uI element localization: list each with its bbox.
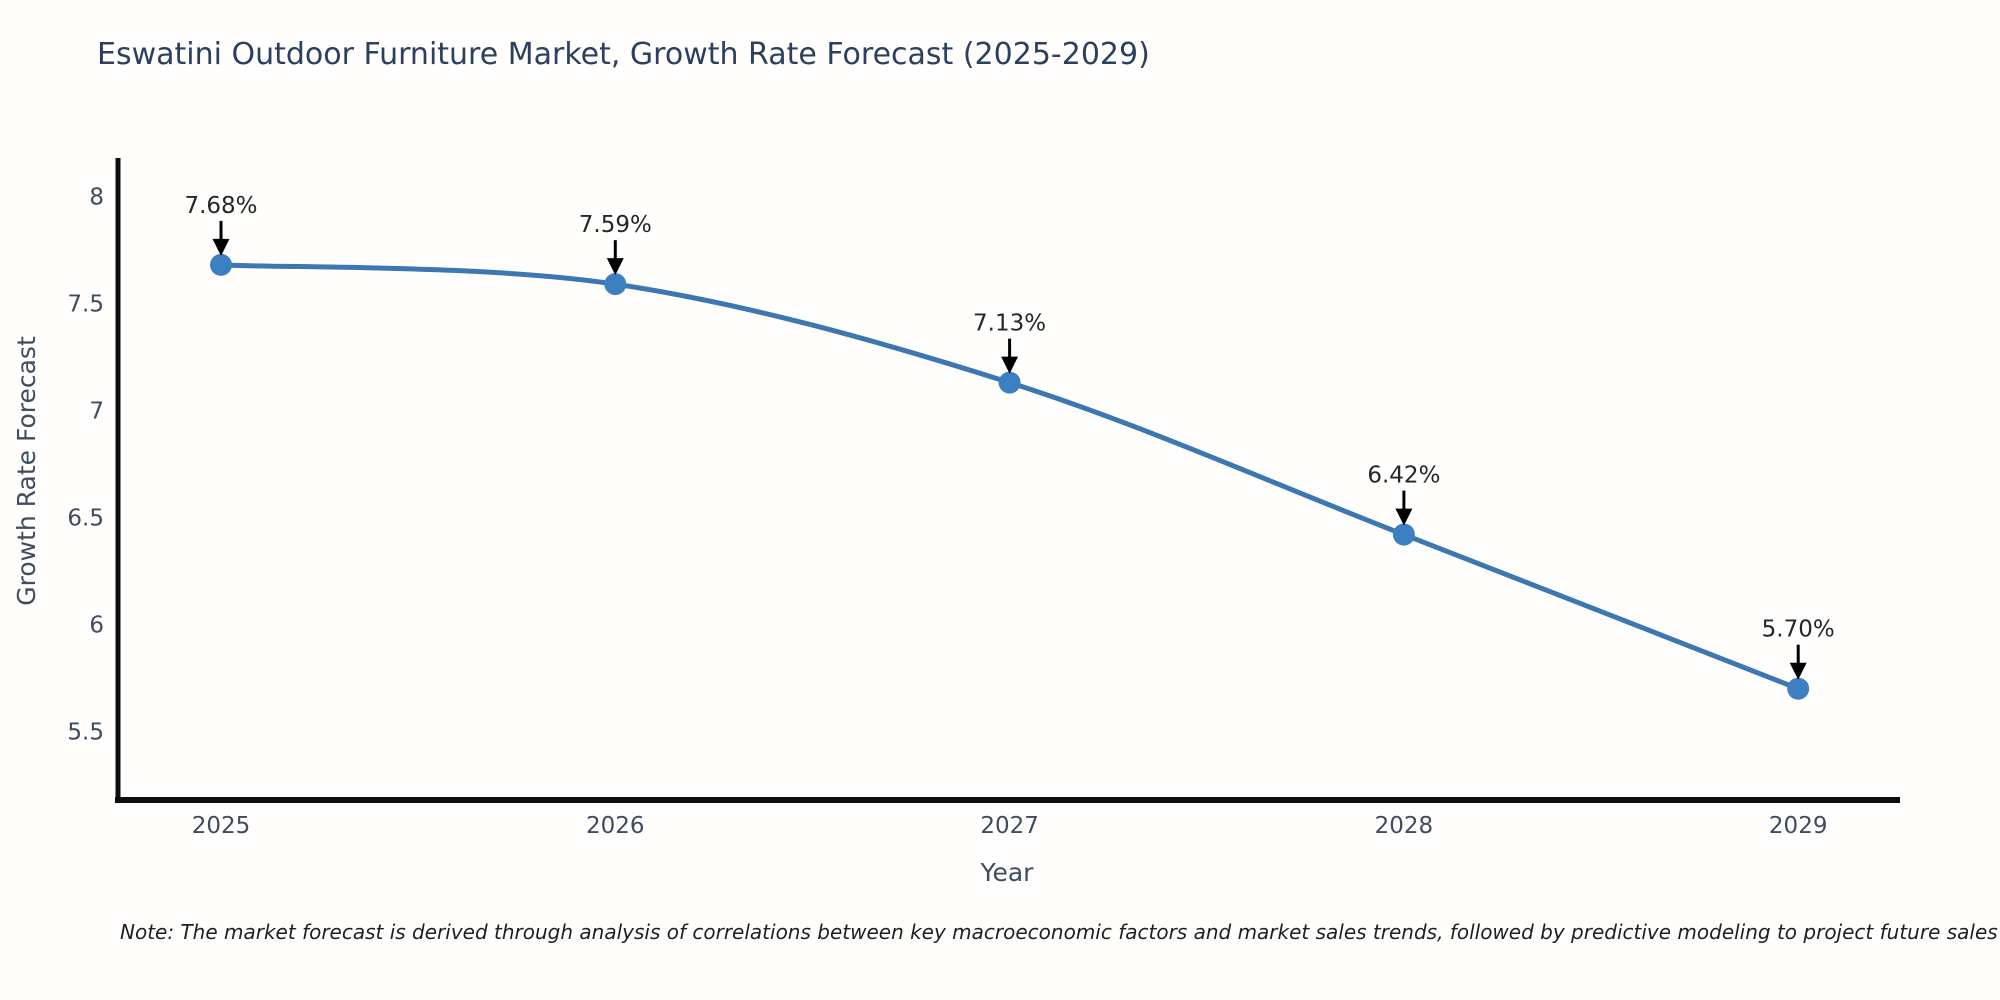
data-point-marker-2026	[604, 273, 627, 296]
data-point-marker-2029	[1787, 677, 1810, 700]
annotation-value-label: 7.59%	[579, 212, 652, 238]
annotation-arrow-head-icon	[1395, 508, 1413, 526]
x-tick-label: 2027	[980, 813, 1039, 839]
y-tick-label: 6	[89, 612, 104, 638]
y-tick-label: 7.5	[67, 291, 104, 317]
data-point-marker-2027	[998, 371, 1021, 394]
y-tick-label: 7	[89, 398, 104, 424]
x-axis-title: Year	[980, 858, 1034, 887]
annotation-value-label: 7.13%	[973, 311, 1046, 337]
x-tick-label: 2029	[1769, 813, 1828, 839]
data-point-marker-2025	[210, 253, 232, 276]
y-tick-label: 5.5	[67, 720, 104, 746]
annotation-arrow-head-icon	[606, 258, 624, 276]
y-tick-label: 8	[89, 184, 104, 210]
x-tick-label: 2026	[586, 813, 645, 839]
x-tick-label: 2025	[192, 813, 251, 839]
data-point-marker-2028	[1392, 523, 1415, 546]
annotation-value-label: 6.42%	[1367, 463, 1440, 489]
chart-note: Note: The market forecast is derived thr…	[120, 920, 1998, 944]
annotation-arrow-head-icon	[1001, 356, 1019, 374]
annotation-value-label: 5.70%	[1762, 617, 1835, 643]
y-tick-label: 6.5	[67, 505, 104, 531]
annotation-arrow-head-icon	[212, 238, 230, 256]
chart-title: Eswatini Outdoor Furniture Market, Growt…	[97, 37, 1150, 72]
annotation-value-label: 7.68%	[184, 193, 257, 219]
annotation-arrow-head-icon	[1789, 662, 1807, 680]
x-tick-label: 2028	[1375, 813, 1434, 839]
